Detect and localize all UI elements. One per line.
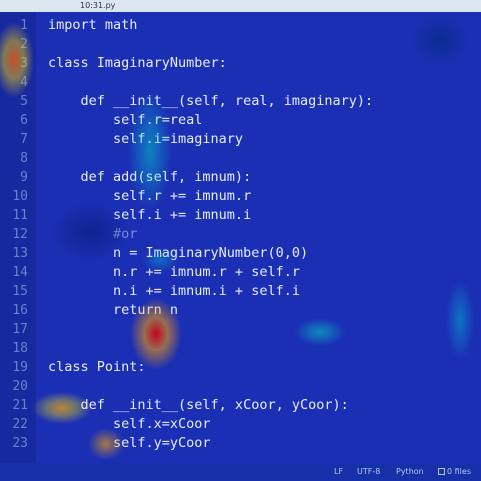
code-line[interactable]: 22 self.x=xCoor <box>0 415 481 434</box>
code-line[interactable]: 18 <box>0 339 481 358</box>
code-text: n = ImaginaryNumber(0,0) <box>48 245 309 261</box>
code-text: def add(self, imnum): <box>48 169 252 185</box>
code-line[interactable]: 4 <box>0 73 481 92</box>
code-line[interactable]: 13 n = ImaginaryNumber(0,0) <box>0 244 481 263</box>
code-line[interactable]: 17 <box>0 320 481 339</box>
files-count: 0 files <box>447 467 471 476</box>
code-line[interactable]: 6 self.r=real <box>0 111 481 130</box>
code-line[interactable]: 16 return n <box>0 301 481 320</box>
code-line[interactable]: 2 <box>0 35 481 54</box>
code-text: self.y=yCoor <box>48 435 211 451</box>
code-line[interactable]: 21 def __init__(self, xCoor, yCoor): <box>0 396 481 415</box>
language-indicator[interactable]: Python <box>396 467 424 476</box>
code-line[interactable]: 23 self.y=yCoor <box>0 434 481 453</box>
code-comment: #or <box>48 226 138 242</box>
line-number: 14 <box>12 265 28 280</box>
code-text: return n <box>48 302 179 318</box>
code-line[interactable]: 11 self.i += imnum.i <box>0 206 481 225</box>
line-number: 21 <box>12 398 28 413</box>
code-text: class Point: <box>48 359 146 375</box>
code-text: self.r += imnum.r <box>48 188 252 204</box>
code-line[interactable]: 12 #or <box>0 225 481 244</box>
code-line[interactable]: 9 def add(self, imnum): <box>0 168 481 187</box>
line-number: 13 <box>12 246 28 261</box>
line-ending-indicator[interactable]: LF <box>334 467 344 476</box>
code-line[interactable]: 20 <box>0 377 481 396</box>
code-text: self.r=real <box>48 112 203 128</box>
code-text: def __init__(self, real, imaginary): <box>48 93 374 109</box>
line-number: 5 <box>20 94 28 109</box>
status-bar: LF UTF-8 Python 0 files <box>0 463 481 481</box>
line-number: 17 <box>12 322 28 337</box>
line-number: 15 <box>12 284 28 299</box>
files-indicator[interactable]: 0 files <box>438 463 471 481</box>
line-number: 9 <box>20 170 28 185</box>
line-number: 1 <box>20 18 28 33</box>
encoding-indicator[interactable]: UTF-8 <box>357 467 381 476</box>
tab-bar: 10:31.py <box>0 0 481 12</box>
line-number: 8 <box>20 151 28 166</box>
line-number: 19 <box>12 360 28 375</box>
code-line[interactable]: 7 self.i=imaginary <box>0 130 481 149</box>
code-text: n.i += imnum.i + self.i <box>48 283 300 299</box>
tab-file-title[interactable]: 10:31.py <box>80 1 116 10</box>
line-number: 22 <box>12 417 28 432</box>
code-line[interactable]: 15 n.i += imnum.i + self.i <box>0 282 481 301</box>
code-line[interactable]: 10 self.r += imnum.r <box>0 187 481 206</box>
code-line[interactable]: 14 n.r += imnum.r + self.r <box>0 263 481 282</box>
file-icon <box>438 468 445 475</box>
code-text: self.i += imnum.i <box>48 207 252 223</box>
code-line[interactable]: 19 class Point: <box>0 358 481 377</box>
line-number: 3 <box>20 56 28 71</box>
code-editor[interactable]: 1 import math 2 3 class ImaginaryNumber: 4… <box>0 12 481 463</box>
code-text: def __init__(self, xCoor, yCoor): <box>48 397 349 413</box>
line-number: 6 <box>20 113 28 128</box>
code-text: n.r += imnum.r + self.r <box>48 264 300 280</box>
line-number: 11 <box>12 208 28 223</box>
line-number: 18 <box>12 341 28 356</box>
code-text: class ImaginaryNumber: <box>48 55 227 71</box>
code-text: import math <box>48 17 138 33</box>
code-line[interactable]: 1 import math <box>0 16 481 35</box>
line-number: 4 <box>20 75 28 90</box>
line-number: 23 <box>12 436 28 451</box>
code-line[interactable]: 3 class ImaginaryNumber: <box>0 54 481 73</box>
code-text: self.x=xCoor <box>48 416 211 432</box>
line-number: 7 <box>20 132 28 147</box>
line-number: 12 <box>12 227 28 242</box>
line-number: 2 <box>20 37 28 52</box>
line-number: 20 <box>12 379 28 394</box>
code-line[interactable]: 5 def __init__(self, real, imaginary): <box>0 92 481 111</box>
line-number: 16 <box>12 303 28 318</box>
line-number: 10 <box>12 189 28 204</box>
code-text: self.i=imaginary <box>48 131 244 147</box>
code-line[interactable]: 8 <box>0 149 481 168</box>
